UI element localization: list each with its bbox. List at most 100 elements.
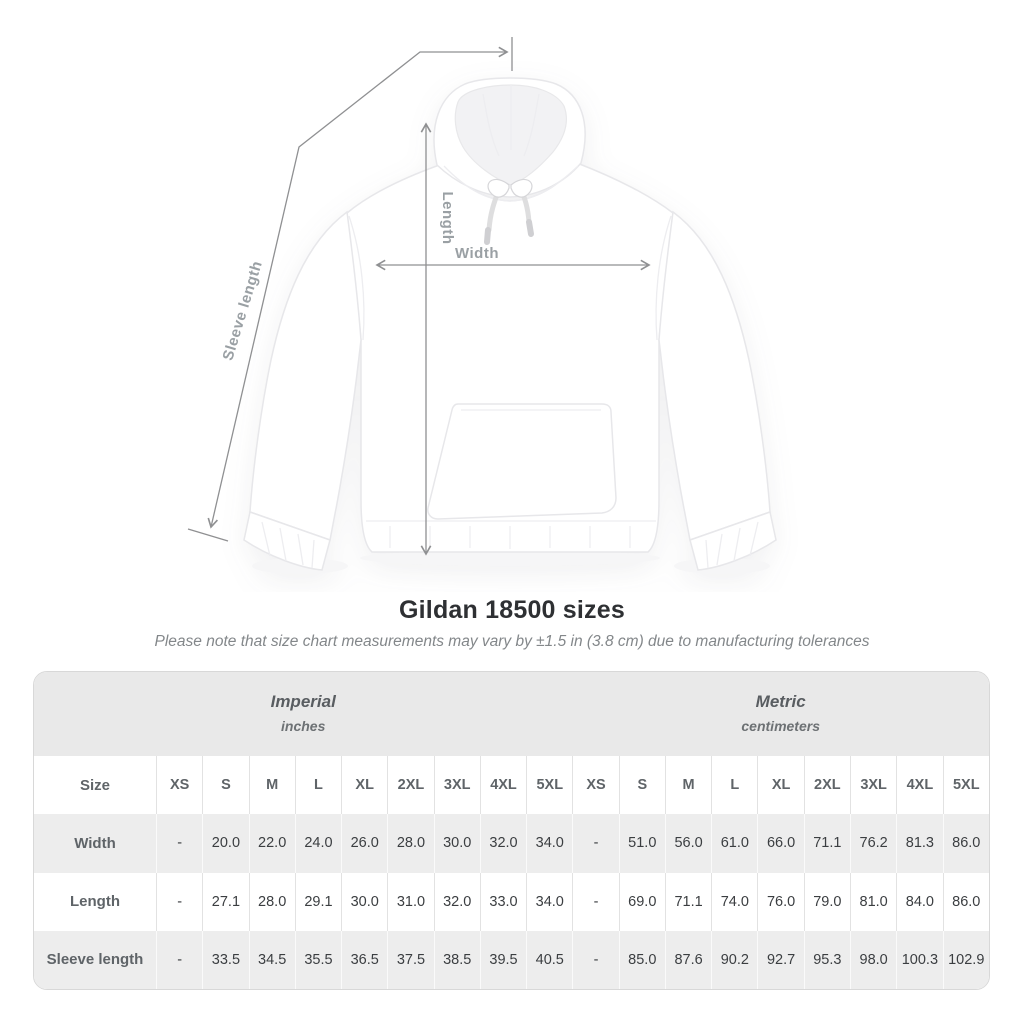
value-cell: 85.0 bbox=[618, 930, 665, 989]
value-cell: - bbox=[572, 930, 618, 989]
value-cell: 28.0 bbox=[248, 872, 295, 931]
size-chart-table: Imperial inches Metric centimeters Size X… bbox=[33, 671, 990, 990]
value-cell: 29.1 bbox=[294, 872, 341, 931]
tolerance-note: Please note that size chart measurements… bbox=[154, 633, 870, 650]
value-cell: 56.0 bbox=[664, 814, 711, 873]
value-cell: 30.0 bbox=[433, 814, 480, 873]
size-header-cell: 5XL bbox=[526, 756, 572, 815]
value-cell: 37.5 bbox=[387, 930, 433, 989]
length-label: Length bbox=[439, 192, 456, 245]
value-cell: 76.2 bbox=[849, 814, 896, 873]
size-header-cell: L bbox=[294, 756, 341, 815]
value-cell: 20.0 bbox=[202, 814, 248, 873]
hoodie-diagram: Sleeve length Length Width bbox=[187, 37, 777, 574]
value-cell: 74.0 bbox=[711, 872, 757, 931]
size-header-cell: 3XL bbox=[849, 756, 896, 815]
left-sleeve bbox=[249, 210, 362, 541]
value-cell: 22.0 bbox=[248, 814, 295, 873]
value-cell: 28.0 bbox=[387, 814, 433, 873]
size-header-cell: 4XL bbox=[479, 756, 526, 815]
size-header-row: Size XS S M L XL 2XL 3XL 4XL 5XL XS S M L XL 2XL 3XL 4XL 5… bbox=[34, 756, 989, 815]
value-cell: 76.0 bbox=[757, 872, 803, 931]
kangaroo-pocket bbox=[427, 403, 617, 520]
table-row: Sleeve length -33.5 34.5 35.5 36.5 37.5 38.5 39… bbox=[34, 930, 989, 989]
sleeve-length-line bbox=[207, 46, 509, 529]
value-cell: 34.0 bbox=[526, 872, 572, 931]
value-cell: 86.0 bbox=[942, 814, 989, 873]
value-cell: 100.3 bbox=[896, 930, 942, 989]
size-column-header: Size bbox=[79, 776, 110, 794]
value-cell: 79.0 bbox=[803, 872, 850, 931]
value-cell: 34.5 bbox=[248, 930, 295, 989]
value-cell: 30.0 bbox=[341, 872, 387, 931]
value-cell: 31.0 bbox=[387, 872, 433, 931]
value-cell: 102.9 bbox=[942, 930, 989, 989]
row-label-cell: Width bbox=[74, 834, 116, 852]
value-cell: 33.5 bbox=[202, 930, 248, 989]
value-cell: - bbox=[156, 872, 202, 931]
size-header-cell: S bbox=[618, 756, 665, 815]
value-cell: 71.1 bbox=[803, 814, 850, 873]
sleeve-length-label: Sleeve length bbox=[219, 259, 265, 363]
size-header-cell: S bbox=[202, 756, 248, 815]
size-header-cell: M bbox=[664, 756, 711, 815]
right-cuff bbox=[689, 511, 777, 571]
size-header-cell: 3XL bbox=[433, 756, 480, 815]
sleeve-length-bottom-tick bbox=[187, 528, 229, 542]
size-header-cell: XL bbox=[757, 756, 803, 815]
value-cell: 38.5 bbox=[433, 930, 480, 989]
metric-band: Metric centimeters bbox=[572, 672, 989, 756]
value-cell: 36.5 bbox=[341, 930, 387, 989]
imperial-label: Imperial bbox=[270, 691, 336, 711]
imperial-band: Imperial inches bbox=[34, 672, 573, 756]
size-header-cell: XS bbox=[572, 756, 618, 815]
size-header-cell: 2XL bbox=[803, 756, 850, 815]
value-cell: 95.3 bbox=[803, 930, 850, 989]
value-cell: 39.5 bbox=[479, 930, 526, 989]
value-cell: 98.0 bbox=[849, 930, 896, 989]
value-cell: 71.1 bbox=[664, 872, 711, 931]
size-header-cell: L bbox=[711, 756, 757, 815]
row-label-cell: Sleeve length bbox=[46, 951, 144, 969]
size-header-cell: XL bbox=[341, 756, 387, 815]
value-cell: 32.0 bbox=[479, 814, 526, 873]
value-cell: - bbox=[572, 814, 618, 873]
width-label: Width bbox=[455, 245, 499, 262]
value-cell: - bbox=[156, 814, 202, 873]
value-cell: 51.0 bbox=[618, 814, 665, 873]
table-row: Width -20.0 22.0 24.0 26.0 28.0 30.0 32.0 34.0-5… bbox=[34, 814, 989, 873]
value-cell: 81.0 bbox=[849, 872, 896, 931]
value-cell: - bbox=[156, 930, 202, 989]
size-header-cell: 2XL bbox=[387, 756, 433, 815]
row-label-cell: Length bbox=[70, 893, 120, 911]
size-header-cell: 5XL bbox=[942, 756, 989, 815]
value-cell: 26.0 bbox=[341, 814, 387, 873]
value-cell: 81.3 bbox=[896, 814, 942, 873]
value-cell: 24.0 bbox=[294, 814, 341, 873]
value-cell: 86.0 bbox=[942, 872, 989, 931]
size-header-cell: 4XL bbox=[896, 756, 942, 815]
value-cell: 27.1 bbox=[202, 872, 248, 931]
value-cell: 35.5 bbox=[294, 930, 341, 989]
value-cell: 69.0 bbox=[618, 872, 665, 931]
value-cell: 92.7 bbox=[757, 930, 803, 989]
size-header-cell: M bbox=[248, 756, 295, 815]
hoodie-illustration bbox=[243, 77, 777, 574]
value-cell: - bbox=[572, 872, 618, 931]
size-header-cell: XS bbox=[156, 756, 202, 815]
imperial-unit: inches bbox=[281, 717, 326, 734]
size-table-body: Size XS S M L XL 2XL 3XL 4XL 5XL XS S M L XL 2XL 3XL 4XL 5… bbox=[34, 756, 989, 989]
value-cell: 61.0 bbox=[711, 814, 757, 873]
value-cell: 84.0 bbox=[896, 872, 942, 931]
page-title: Gildan 18500 sizes bbox=[399, 596, 625, 624]
metric-label: Metric bbox=[755, 691, 806, 711]
table-row: Length -27.1 28.0 29.1 30.0 31.0 32.0 33.0 34.0-… bbox=[34, 872, 989, 931]
value-cell: 90.2 bbox=[711, 930, 757, 989]
value-cell: 40.5 bbox=[526, 930, 572, 989]
value-cell: 87.6 bbox=[664, 930, 711, 989]
units-band-row: Imperial inches Metric centimeters bbox=[34, 672, 989, 756]
metric-unit: centimeters bbox=[741, 717, 820, 734]
value-cell: 66.0 bbox=[757, 814, 803, 873]
value-cell: 34.0 bbox=[526, 814, 572, 873]
